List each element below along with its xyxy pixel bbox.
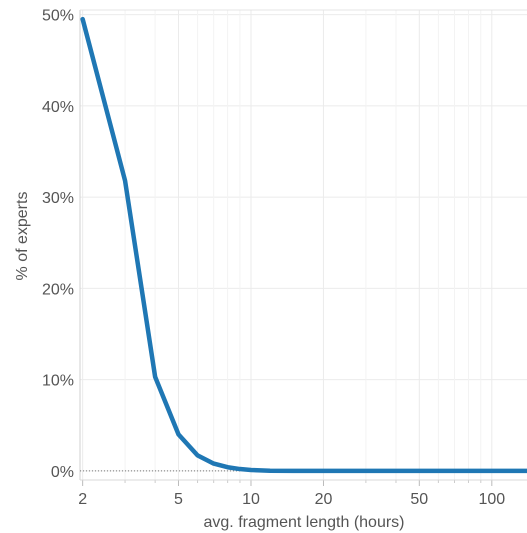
x-tick-label: 50 <box>410 491 428 508</box>
x-tick-label: 5 <box>174 491 183 508</box>
y-tick-label: 20% <box>42 281 74 298</box>
y-tick-label: 10% <box>42 373 74 390</box>
series-layer <box>80 16 527 474</box>
axes <box>79 9 527 486</box>
y-tick-label: 0% <box>51 464 74 481</box>
gridlines <box>80 10 527 480</box>
y-tick-label: 50% <box>42 8 74 25</box>
y-axis-title: % of experts <box>14 192 31 281</box>
x-tick-label: 100 <box>478 491 505 508</box>
x-tick-label: 20 <box>315 491 333 508</box>
x-tick-label: 2 <box>78 491 87 508</box>
x-tick-label: 10 <box>242 491 260 508</box>
y-tick-label: 30% <box>42 190 74 207</box>
y-tick-label: 40% <box>42 99 74 116</box>
x-axis-title: avg. fragment length (hours) <box>204 514 405 531</box>
tick-labels: 0% 10% 20% 30% 40% 50% 2 5 10 20 50 100 <box>42 8 505 508</box>
series-line <box>80 16 527 474</box>
